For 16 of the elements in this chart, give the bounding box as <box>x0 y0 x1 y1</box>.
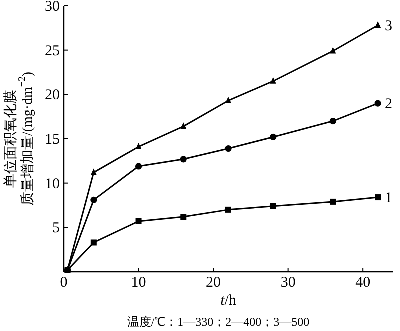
x-tick-label: 20 <box>206 275 222 291</box>
y-tick-label: 25 <box>45 43 60 60</box>
y-tick-label: 20 <box>45 88 60 104</box>
x-tick-label: 0 <box>60 275 68 291</box>
x-tick-label: 30 <box>280 275 296 291</box>
x-tick-label: 10 <box>131 275 146 291</box>
text: 温度/℃：1—330；2—400；3—500 <box>127 315 310 329</box>
x-axis-title: t/h <box>220 293 237 309</box>
series-label: 1 <box>385 190 393 207</box>
series-label: 2 <box>385 96 393 113</box>
y-tick-label: 30 <box>45 0 60 15</box>
x-tick-label: 40 <box>356 275 371 291</box>
y-tick-label: 10 <box>45 176 60 192</box>
y-tick-label: 15 <box>45 132 60 148</box>
series-label: 3 <box>385 18 393 35</box>
y-tick-label: 5 <box>52 220 60 237</box>
